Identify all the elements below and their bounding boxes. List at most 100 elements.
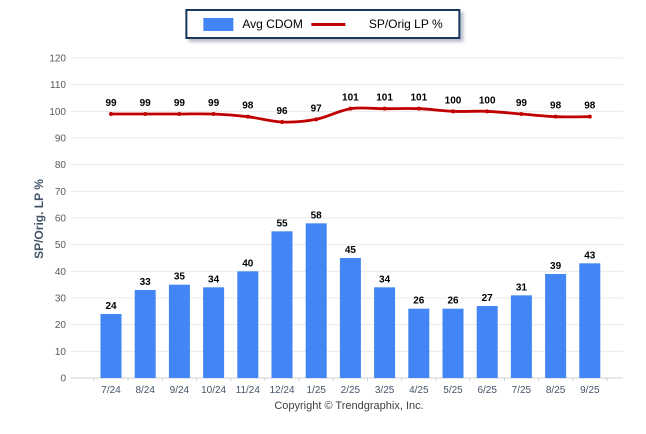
y-tick-label: 70 [55,187,67,198]
x-tick-label: 7/24 [101,385,121,396]
bar-value-label: 43 [584,250,596,261]
y-tick-label: 60 [55,214,67,225]
bar [476,306,498,378]
line-marker [314,117,319,122]
line-marker [519,112,524,116]
line-marker [553,114,558,119]
line-value-label: 96 [276,106,288,117]
x-tick-label: 3/25 [375,385,395,396]
x-tick-label: 2/25 [341,385,361,396]
line-marker [143,112,148,116]
line-marker [348,106,353,111]
legend: Avg CDOM SP/Orig LP % [185,9,461,39]
line-marker [485,109,490,114]
line-value-label: 98 [550,101,562,112]
y-tick-label: 0 [60,374,66,385]
y-axis-tick-labels: 0 10 20 30 40 50 60 70 80 90 100 110 120 [49,54,66,385]
bar [545,274,567,378]
legend-bar-swatch [203,17,234,31]
line-value-label: 100 [445,95,462,106]
bar-value-label: 39 [550,261,562,272]
legend-bar-label: Avg CDOM [242,17,303,31]
bar-value-label: 31 [516,282,528,293]
bar-series [100,223,601,378]
bar-value-label: 58 [311,210,323,221]
bar-value-label: 55 [276,218,288,229]
x-tick-label: 12/24 [269,385,294,396]
line-value-label: 99 [516,98,528,109]
line-marker [451,109,455,114]
bar [408,308,430,378]
legend-line-label: SP/Orig LP % [368,17,443,31]
line-value-label: 99 [105,98,117,109]
copyright-text: Copyright © Trendgraphix, Inc. [274,400,424,412]
bar [442,308,464,378]
bar [510,295,532,378]
x-tick-label: 8/24 [135,385,155,396]
bar-value-label: 34 [379,274,391,285]
line-value-label: 99 [174,98,186,109]
line-value-label: 101 [410,93,427,104]
y-tick-label: 10 [55,347,67,358]
x-tick-label: 7/25 [512,385,532,396]
bar [305,223,327,378]
y-tick-label: 120 [49,54,66,65]
line-value-label: 98 [584,101,596,112]
bar-value-label: 34 [208,274,220,285]
bar-value-label: 24 [105,301,117,312]
y-tick-label: 40 [55,267,67,278]
line-value-label: 101 [376,93,393,104]
line-value-label: 99 [208,98,220,109]
line-marker [245,114,250,119]
x-tick-label: 9/24 [170,385,190,396]
bar-value-labels: 24 33 35 34 40 55 58 45 34 26 26 27 31 39 43 [105,210,595,312]
line-marker [177,112,182,116]
bar [100,314,122,378]
y-tick-label: 50 [55,240,67,251]
line-marker [211,112,216,116]
line-marker [109,112,113,116]
bar-value-label: 26 [413,296,425,307]
legend-line-swatch [311,22,346,26]
y-tick-label: 80 [55,160,67,171]
line-marker [382,106,387,111]
x-tick-label: 8/25 [546,385,566,396]
bar [271,231,293,378]
line-marker [587,114,592,119]
bar [237,271,259,378]
y-tick-label: 100 [49,107,66,118]
line-marker [280,120,284,124]
line-value-label: 97 [311,103,323,114]
line-value-label: 99 [140,98,152,109]
x-axis: 7/24 8/24 9/24 10/24 11/24 12/24 1/25 2/25 3/25 4… [93,378,608,396]
y-tick-label: 90 [55,134,67,145]
line-series [109,106,592,124]
bar-value-label: 35 [174,272,186,283]
x-tick-label: 10/24 [201,385,226,396]
bar-value-label: 40 [242,258,254,269]
line-value-labels: 99 99 99 99 98 96 97 101 101 101 100 100 99 98 98 [105,93,595,117]
bar [374,287,396,378]
line-value-label: 100 [479,95,496,106]
x-tick-label: 5/25 [443,385,463,396]
line-value-label: 101 [342,93,359,104]
line-marker [416,106,421,111]
bar [339,258,361,378]
x-tick-label: 11/24 [236,385,261,396]
bar [134,290,156,378]
bar-value-label: 45 [345,245,357,256]
y-tick-label: 110 [50,80,66,91]
bar [203,287,225,378]
bar-value-label: 33 [140,277,152,288]
x-tick-label: 1/25 [306,385,326,396]
y-tick-label: 30 [55,294,67,305]
x-tick-label: 4/25 [409,385,429,396]
bar-value-label: 26 [447,296,459,307]
bar [579,263,601,378]
line-value-label: 98 [242,101,254,112]
y-tick-label: 20 [55,320,67,331]
x-tick-label: 6/25 [477,385,497,396]
bar [168,284,190,378]
